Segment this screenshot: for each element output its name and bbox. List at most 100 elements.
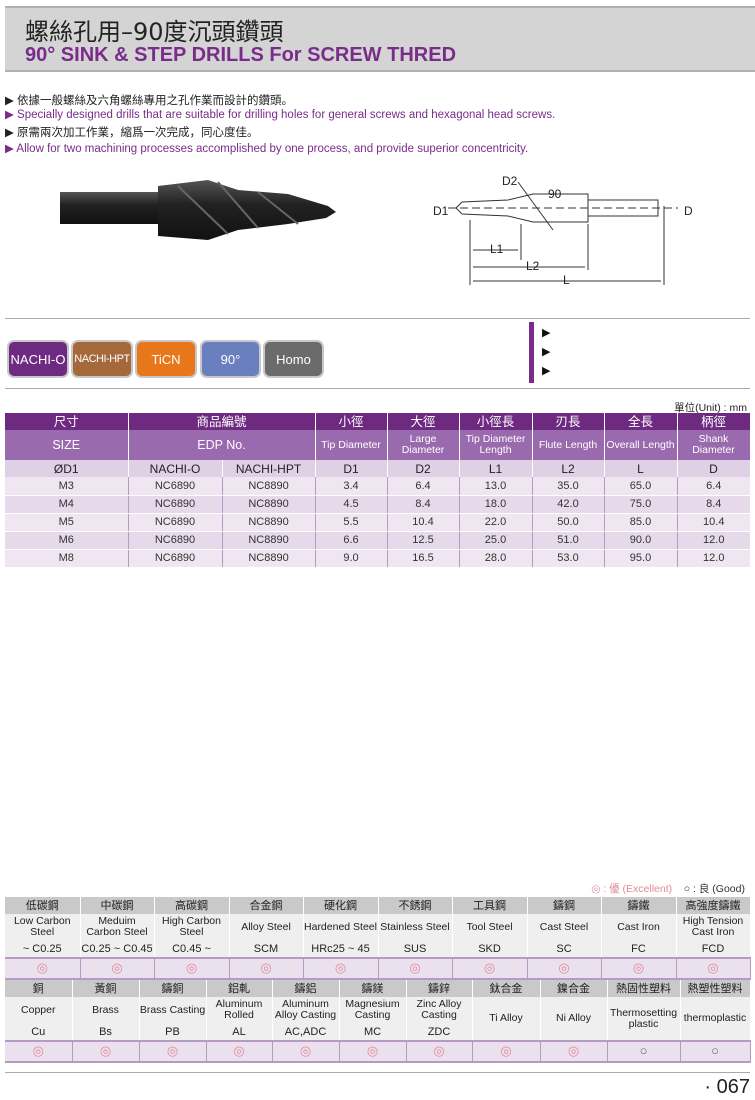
excellent-rating-icon: ◎ (483, 960, 496, 975)
excellent-rating-icon: ◎ (500, 1043, 512, 1058)
material-code: MC (339, 1023, 407, 1041)
material-name-cn: 鑄鐵 (601, 897, 677, 914)
column-header: SIZE (5, 430, 129, 460)
good-rating-icon: ○ (711, 1043, 719, 1058)
excellent-rating-icon: ◎ (99, 1043, 112, 1058)
material-code-row: ~ C0.25 C0.25 ~ C0.45 C0.45 ~ SCM HRc25 ~ 45… (5, 940, 751, 958)
rating-cell: ◎ (406, 1040, 473, 1063)
material-name-en: Brass Casting (139, 997, 207, 1023)
excellent-rating-icon: ◎ (366, 1043, 379, 1058)
material-code: SC (527, 940, 602, 958)
material-name-cn: 鎳合金 (540, 980, 608, 997)
material-name-en: Cast Steel (527, 914, 602, 940)
table-cell: 10.4 (677, 513, 751, 532)
rating-row: ◎ ◎ ◎ ◎ ◎ ◎ ◎ ◎ ◎ ○ ○ (5, 1040, 751, 1063)
table-cell: 28.0 (459, 549, 533, 568)
table-cell: NC8890 (222, 549, 316, 568)
material-name-cn: 中碳鋼 (80, 897, 155, 914)
material-name-cn: 低碳鋼 (5, 897, 81, 914)
column-symbol: ØD1 (5, 460, 129, 477)
table-cell: 22.0 (459, 513, 533, 532)
material-name-cn: 鋁軋 (206, 980, 273, 997)
material-name-en: thermoplastic (680, 997, 751, 1041)
table-cell: NC8890 (222, 531, 316, 550)
table-cell: NC6890 (128, 549, 223, 568)
column-header: EDP No. (128, 430, 316, 460)
table-row: M4 NC6890 NC8890 4.5 8.4 18.0 42.0 75.0 8.4 (5, 495, 751, 514)
rating-legend: ◎ : 優 (Excellent) ○ : 良 (Good) (591, 881, 745, 896)
column-header: Tip Diameter Length (459, 430, 533, 460)
label-l1: L1 (490, 242, 504, 256)
table-cell: 85.0 (604, 513, 678, 532)
excellent-rating-icon: ◎ (409, 960, 421, 975)
table-row: M3 NC6890 NC8890 3.4 6.4 13.0 35.0 65.0 6.4 (5, 477, 751, 496)
legend-excellent: ◎ : 優 (Excellent) (591, 883, 673, 895)
excellent-rating-icon: ◎ (299, 1043, 312, 1058)
rating-cell: ◎ (601, 957, 677, 980)
rating-cell: ◎ (5, 957, 81, 980)
accent-bar (529, 322, 534, 383)
material-name-cn: 鈦合金 (472, 980, 541, 997)
table-cell: 12.0 (677, 531, 751, 550)
material-name-cn: 熱塑性塑料 (680, 980, 751, 997)
material-name-cn: 熱固性塑料 (607, 980, 681, 997)
material-name-cn: 鑄鋼 (527, 897, 602, 914)
column-header: Overall Length (604, 430, 678, 460)
rating-cell: ◎ (472, 1040, 541, 1063)
table-cell: M5 (5, 513, 129, 532)
excellent-rating-icon: ◎ (433, 1043, 445, 1058)
rating-row: ◎ ◎ ◎ ◎ ◎ ◎ ◎ ◎ ◎ ◎ (5, 957, 751, 980)
material-name-cn: 鑄鋅 (406, 980, 473, 997)
material-code: PB (139, 1023, 207, 1041)
table-cell: 75.0 (604, 495, 678, 514)
table-cell: M3 (5, 477, 129, 496)
material-name-en: Meduim Carbon Steel (80, 914, 155, 940)
excellent-rating-icon: ◎ (111, 960, 123, 975)
excellent-rating-icon: ◎ (166, 1043, 179, 1058)
rating-cell: ◎ (5, 1040, 73, 1063)
arrow-icon: ▶ (542, 327, 551, 339)
material-name-en: Magnesium Casting (339, 997, 407, 1023)
material-code: C0.25 ~ C0.45 (80, 940, 155, 958)
excellent-rating-icon: ◎ (36, 960, 48, 975)
column-header: 尺寸 (5, 413, 129, 430)
rating-cell: ◎ (139, 1040, 207, 1063)
table-cell: 90.0 (604, 531, 678, 550)
table-cell: 65.0 (604, 477, 678, 496)
label-l: L (563, 273, 570, 287)
rating-cell: ◎ (154, 957, 230, 980)
header-row-symbol: ØD1 NACHI-O NACHI-HPT D1 D2 L1 L2 L D (5, 460, 751, 477)
rating-cell: ◎ (540, 1040, 608, 1063)
material-name-en: Thermosetting plastic (607, 997, 681, 1041)
drill-dimension-diagram: D1 D2 90 D L1 L2 L (433, 174, 693, 287)
material-name-en: Stainless Steel (378, 914, 453, 940)
excellent-rating-icon: ◎ (185, 960, 198, 975)
table-cell: 8.4 (387, 495, 460, 514)
feature-bullet: ▶ Allow for two machining processes acco… (5, 143, 529, 155)
material-name-cn: 高強度鑄鐵 (676, 897, 751, 914)
material-code: SKD (452, 940, 528, 958)
column-symbol: NACHI-O (128, 460, 223, 477)
material-name-en: High Tension Cast Iron (676, 914, 751, 940)
material-table-1: 低碳鋼 中碳鋼 高碳鋼 合金鋼 硬化鋼 不銹鋼 工具鋼 鑄鋼 鑄鐵 高強度鑄鐵 Low Carbon… (5, 897, 751, 980)
excellent-rating-icon: ◎ (260, 960, 272, 975)
material-name-cn: 合金鋼 (229, 897, 304, 914)
column-symbol: NACHI-HPT (222, 460, 316, 477)
feature-bullet: ▶ Specially designed drills that are sui… (5, 109, 556, 121)
excellent-rating-icon: ◎ (567, 1043, 580, 1058)
material-en-row: Low Carbon Steel Meduim Carbon Steel High … (5, 914, 751, 940)
table-cell: 51.0 (532, 531, 605, 550)
table-cell: 42.0 (532, 495, 605, 514)
column-symbol: L (604, 460, 678, 477)
table-cell: M8 (5, 549, 129, 568)
good-rating-icon: ○ (639, 1043, 648, 1058)
table-cell: NC8890 (222, 477, 316, 496)
header-row-en: SIZE EDP No. Tip Diameter Large Diameter Tip… (5, 430, 751, 460)
table-cell: 3.4 (315, 477, 388, 496)
material-name-cn: 鑄銅 (139, 980, 207, 997)
column-header: Shank Diameter (677, 430, 751, 460)
material-name-en: Aluminum Alloy Casting (272, 997, 340, 1023)
material-name-cn: 黃銅 (72, 980, 140, 997)
rating-cell: ◎ (272, 1040, 340, 1063)
spec-table: 尺寸 商品編號 小徑 大徑 小徑長 刃長 全長 柄徑 SIZE EDP No. Tip Diamet… (5, 413, 751, 568)
